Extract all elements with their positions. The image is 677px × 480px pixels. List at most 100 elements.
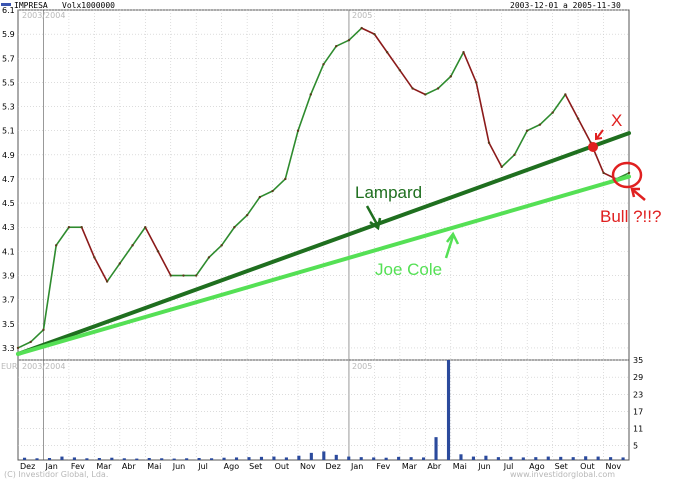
price-point <box>271 189 274 193</box>
price-point <box>602 171 605 175</box>
price-axis-ticks: 3.3 3.5 3.7 3.9 4.1 4.3 4.5 4.7 4.9 5.1 5.3 5.5 5.7 5… <box>2 6 15 353</box>
price-segment <box>233 214 248 228</box>
x-tick-label: Dez <box>326 462 341 471</box>
volume-bar <box>496 457 500 460</box>
price-point <box>233 226 236 229</box>
price-point <box>296 129 300 132</box>
price-point <box>42 328 45 332</box>
price-tick-label: 4.5 <box>2 199 15 208</box>
volume-bar <box>122 458 126 460</box>
price-segment <box>246 196 261 216</box>
volume-bar <box>309 452 313 460</box>
price-tick-label: 3.9 <box>2 272 15 281</box>
price-segment <box>221 226 236 246</box>
x-annotation: X <box>588 111 622 152</box>
x-tick-label: Dez <box>20 462 35 471</box>
header-date-range: 2003-12-01 a 2005-11-30 <box>510 1 621 10</box>
volume-bar <box>22 457 27 460</box>
price-point <box>385 51 389 54</box>
price-point <box>144 226 147 229</box>
price-segment <box>144 226 159 252</box>
price-segment <box>272 178 286 192</box>
volume-bar <box>609 457 613 460</box>
x-tick-label: Mai <box>453 462 467 471</box>
x-tick-label: Abr <box>427 462 442 471</box>
x-tick-label: Out <box>275 462 290 471</box>
joe-cole-annotation: Joe Cole <box>375 231 460 279</box>
x-tick-label: Set <box>249 462 262 471</box>
price-segment <box>564 94 579 119</box>
price-segment <box>119 244 134 264</box>
x-tick-label: Jan <box>350 462 363 471</box>
trend-line-lampard <box>16 131 631 356</box>
volume-bar <box>160 458 164 460</box>
volume-bar <box>584 456 588 460</box>
price-segment <box>412 87 426 96</box>
price-tick-label: 3.3 <box>2 344 15 353</box>
price-point <box>245 213 249 217</box>
volume-bar <box>459 454 463 460</box>
price-segment <box>55 226 70 246</box>
volume-bar <box>596 456 600 460</box>
header-symbol: IMPRESA <box>14 1 48 10</box>
volume-axis-ticks: 5 11 17 23 29 35 <box>633 356 643 451</box>
price-point <box>475 81 478 84</box>
price-point <box>335 45 338 48</box>
volume-bar <box>534 457 538 460</box>
price-point <box>347 38 351 42</box>
volume-bar <box>272 456 276 460</box>
price-segment <box>80 226 96 258</box>
price-point <box>258 195 262 199</box>
price-tick-label: 4.3 <box>2 223 15 232</box>
x-arrow-icon <box>596 129 604 139</box>
price-point <box>564 93 567 96</box>
x-tick-label: Ago <box>224 462 240 471</box>
price-segment <box>373 33 388 53</box>
price-point <box>487 141 491 144</box>
joe-cole-arrowhead-icon <box>446 231 460 245</box>
bull-circle-marker <box>611 161 643 189</box>
price-segment <box>322 45 337 65</box>
price-point <box>525 129 529 132</box>
price-point <box>538 123 542 126</box>
price-point <box>398 69 402 72</box>
volume-tick-label: 11 <box>633 425 643 434</box>
price-segment <box>157 251 172 276</box>
price-point <box>67 226 71 229</box>
volume-bar <box>347 456 351 460</box>
volume-bar <box>259 456 264 460</box>
price-point <box>182 274 185 277</box>
price-segment <box>106 262 121 283</box>
volume-bar <box>172 458 176 460</box>
x-tick-label: Mar <box>96 462 112 471</box>
copyright-text: (C) Investidor Global, Lda. <box>4 470 108 479</box>
price-point <box>411 87 414 90</box>
price-point <box>551 111 554 114</box>
price-point <box>131 244 134 247</box>
price-point <box>322 63 325 66</box>
volume-watermark-year-a: 2003/2004 <box>22 362 65 371</box>
volume-bar <box>372 457 376 460</box>
volume-bar <box>509 456 513 460</box>
volume-tick-label: 29 <box>633 373 643 382</box>
x-tick-label: Ago <box>529 462 545 471</box>
price-point <box>80 226 83 229</box>
price-segment <box>284 130 299 180</box>
price-point <box>195 274 198 277</box>
price-point <box>156 250 160 253</box>
price-tick-label: 3.5 <box>2 320 15 329</box>
x-tick-label: Abr <box>122 462 137 471</box>
price-point <box>284 177 287 181</box>
volume-bar <box>359 457 363 460</box>
bull-arrowhead-icon <box>630 187 640 198</box>
price-segment <box>386 51 401 71</box>
price-segment <box>424 87 439 96</box>
volume-bar <box>571 457 575 460</box>
joe-cole-label: Joe Cole <box>375 260 442 279</box>
price-segment <box>577 118 592 144</box>
volume-bars <box>22 360 625 460</box>
price-segment <box>42 245 57 330</box>
price-tick-label: 5.3 <box>2 103 15 112</box>
price-segment <box>513 130 528 156</box>
price-segment <box>335 39 350 47</box>
